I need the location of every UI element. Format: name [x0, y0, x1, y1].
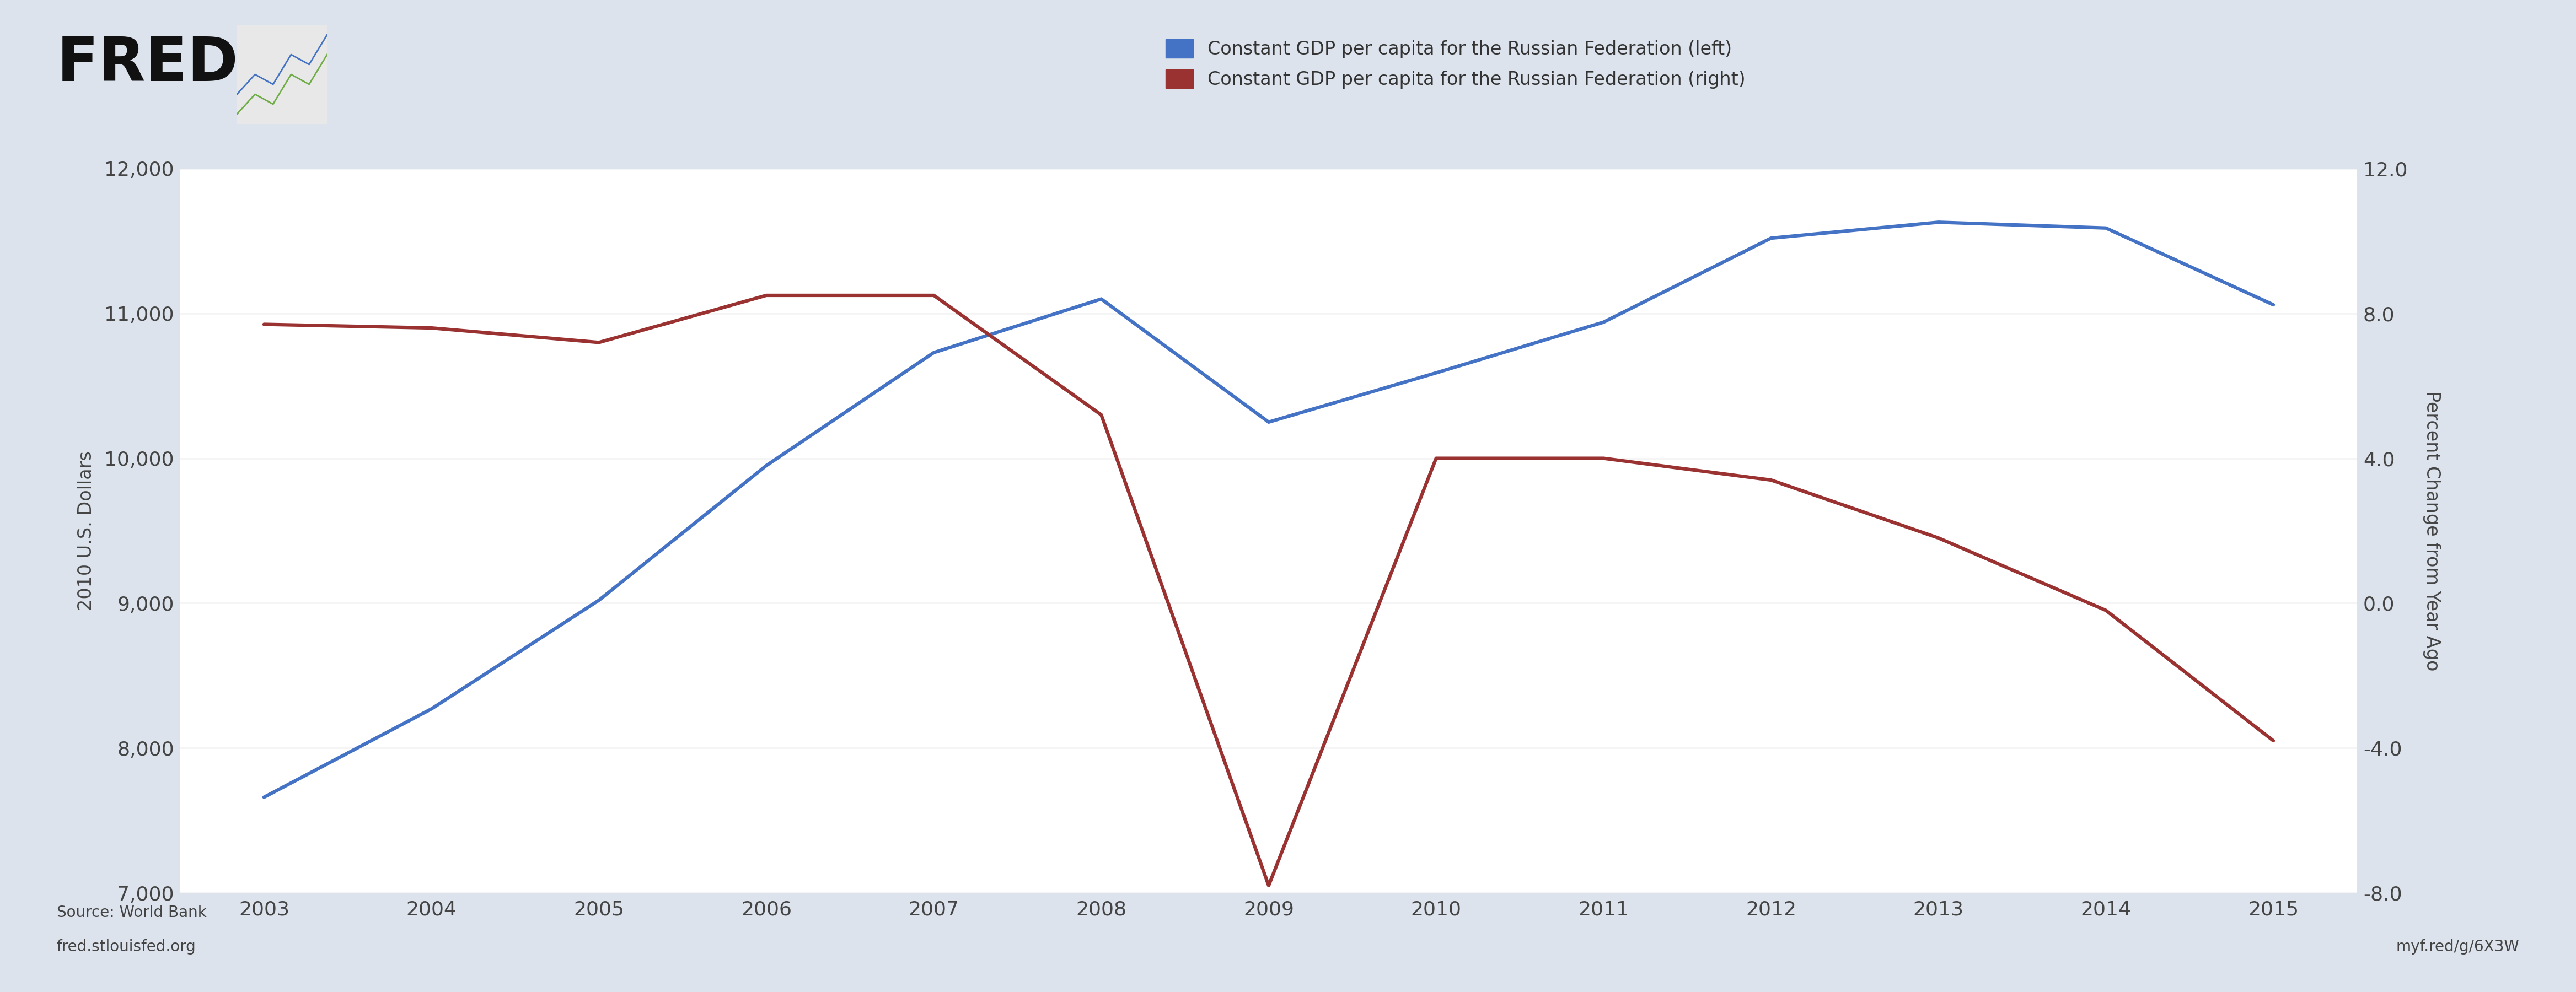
- Text: myf.red/g/6X3W: myf.red/g/6X3W: [2396, 938, 2519, 954]
- Y-axis label: Percent Change from Year Ago: Percent Change from Year Ago: [2424, 391, 2442, 671]
- Text: Source: World Bank: Source: World Bank: [57, 905, 206, 921]
- Text: FRED: FRED: [57, 35, 240, 93]
- Y-axis label: 2010 U.S. Dollars: 2010 U.S. Dollars: [77, 451, 95, 610]
- Legend: Constant GDP per capita for the Russian Federation (left), Constant GDP per capi: Constant GDP per capita for the Russian …: [1164, 39, 1747, 89]
- Text: fred.stlouisfed.org: fred.stlouisfed.org: [57, 938, 196, 954]
